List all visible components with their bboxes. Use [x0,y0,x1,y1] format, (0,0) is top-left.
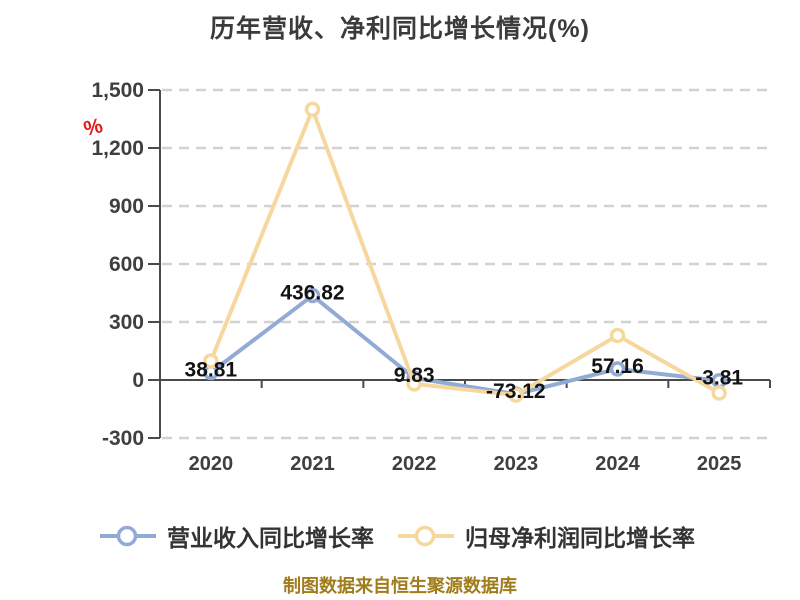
x-tick-label: 2020 [189,453,234,475]
data-source-note: 制图数据来自恒生聚源数据库 [283,576,517,596]
data-point-label: -3.81 [695,367,743,390]
legend-label-net-profit-growth: 归母净利润同比增长率 [465,525,695,551]
y-tick-label: 1,500 [91,79,144,102]
data-point-marker [304,101,321,118]
y-tick-label: 0 [132,369,144,392]
data-point-marker [609,361,626,377]
data-point-label: 436.82 [280,282,344,305]
y-tick-label: 900 [109,195,144,218]
data-point-label: 9.83 [394,364,435,387]
y-tick-label: -300 [102,427,144,450]
data-point-label: -73.12 [486,380,546,403]
profit-line-marker-icon [398,525,454,547]
revenue-line-marker-icon [100,525,156,547]
data-point-marker [711,385,727,401]
data-point-marker [203,353,219,369]
data-point-label: 57.16 [591,355,644,378]
y-tick-label: 600 [109,253,144,276]
y-tick-label: 300 [109,311,144,334]
x-tick-label: 2024 [595,453,640,475]
data-point-marker [609,327,626,344]
x-tick-label: 2021 [290,453,335,475]
y-tick-label: 1,200 [91,137,144,160]
x-tick-label: 2022 [392,453,437,475]
data-point-marker [406,376,422,392]
series-line [208,293,722,397]
x-tick-label: 2023 [494,453,539,475]
legend-item-revenue-growth[interactable]: 营业收入同比增长率 [100,523,374,551]
legend-item-net-profit-growth[interactable]: 归母净利润同比增长率 [398,523,695,551]
line-chart-canvas: 1,500 1,200 900 600 300 0 -300 2020 2021 2022 2023… [91,79,771,475]
legend-label-revenue-growth: 营业收入同比增长率 [167,525,374,551]
data-point-label: 38.81 [185,358,238,381]
data-point-marker [304,287,321,304]
x-tick-label: 2025 [697,453,742,475]
chart-title: 历年营收、净利同比增长情况(%) [210,15,590,43]
series-line [208,107,722,398]
data-point-marker [508,387,524,403]
